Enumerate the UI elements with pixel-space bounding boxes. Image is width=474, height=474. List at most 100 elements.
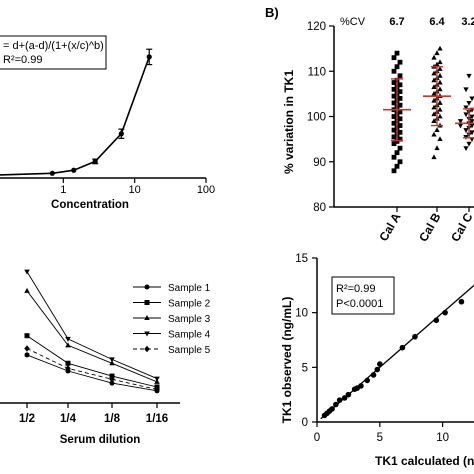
panel-b-point xyxy=(437,106,443,112)
panel-c-x-tick-label: 1/8 xyxy=(104,413,121,425)
panel-b-point xyxy=(391,168,397,174)
panel-b-point xyxy=(431,90,437,96)
panel-b-point xyxy=(466,73,472,79)
panel-d-stats-box xyxy=(331,276,395,315)
panel-a-standard-curve: 1 10 100 Concentration = d+(a-d)/(1+(x/c)^… xyxy=(0,35,215,211)
panel-b-point xyxy=(437,100,443,105)
panel-b-point xyxy=(457,119,464,124)
panel-b-point xyxy=(397,89,403,95)
panel-d-r-squared: R²=0.99 xyxy=(336,283,375,295)
panel-c-x-ticks: 1/2 1/4 1/8 1/16 xyxy=(19,403,168,425)
panel-b-point xyxy=(397,116,403,122)
panel-d-point xyxy=(336,397,343,403)
panel-b-point xyxy=(469,130,474,136)
panel-a-equation: = d+(a-d)/(1+(x/c)^b) xyxy=(3,40,104,52)
panel-b-cv-value: 6.7 xyxy=(389,16,404,28)
panel-d-point xyxy=(364,377,371,384)
panel-b-point xyxy=(391,120,397,126)
panel-a-r-squared: R²=0.99 xyxy=(3,54,42,66)
panel-d-point xyxy=(412,333,418,340)
panel-d-p-value: P<0.0001 xyxy=(336,298,383,310)
panel-b-cv-values: 6.7 6.4 3.2 xyxy=(389,16,474,28)
panel-b-point xyxy=(431,111,437,117)
panel-a-data-points xyxy=(49,48,153,176)
panel-b-point xyxy=(463,105,469,111)
panel-c-x-tick-label: 1/4 xyxy=(60,413,77,425)
panel-d-x-tick-label: 5 xyxy=(377,432,383,444)
panel-c-point xyxy=(154,376,160,382)
panel-b-point xyxy=(463,87,469,93)
panel-a-x-label: Concentration xyxy=(51,199,129,211)
panel-a-fitted-curve xyxy=(0,56,150,176)
panel-c-series-line xyxy=(26,348,158,390)
panel-b-point xyxy=(391,80,397,85)
panel-d-point xyxy=(358,383,364,389)
panel-c-point xyxy=(65,365,71,372)
panel-c-x-tick-label: 1/16 xyxy=(146,413,168,425)
panel-d-x-tick-label: 10 xyxy=(436,432,449,444)
panel-b-point xyxy=(394,64,400,70)
panel-b-cv-value: 6.4 xyxy=(429,16,445,28)
panel-a-point xyxy=(146,54,152,60)
panel-b-point xyxy=(397,102,403,108)
panel-b-point xyxy=(397,82,403,88)
panel-d-correlation: TK1 observed (ng/mL) 0 5 10 15 0 5 10 TK1 cal… xyxy=(280,253,474,468)
panel-b-point xyxy=(394,150,400,156)
panel-c-legend-marker xyxy=(144,331,150,337)
panel-d-x-ticks: 0 5 10 xyxy=(314,422,449,444)
panel-d-point xyxy=(458,298,465,305)
panel-b-point xyxy=(466,101,472,106)
panel-b-category-labels: Cal A Cal B Cal C xyxy=(376,207,474,244)
panel-b-point xyxy=(437,66,443,71)
panel-b-point xyxy=(397,73,403,79)
panel-c-point xyxy=(24,287,30,293)
panel-c-point xyxy=(154,386,160,393)
panel-c-legend-marker xyxy=(144,284,150,290)
panel-b-point xyxy=(391,127,397,133)
panel-b-y-ticks: 80 90 100 110 120 xyxy=(307,21,334,214)
panel-d-y-label: TK1 observed (ng/mL) xyxy=(280,297,294,424)
panel-d-y-ticks: 0 5 10 15 xyxy=(295,253,317,429)
panel-b-point xyxy=(469,96,474,102)
panel-b-category-label: Cal B xyxy=(416,210,444,244)
panel-a-point xyxy=(49,170,55,176)
panel-b-point xyxy=(469,114,474,120)
panel-d-point xyxy=(341,395,348,401)
panel-b-point xyxy=(391,86,397,92)
panel-b-point xyxy=(437,79,443,85)
panel-b-point xyxy=(469,123,474,129)
panel-c-point xyxy=(24,333,30,339)
panel-b-point xyxy=(397,159,403,165)
panel-b-point xyxy=(466,141,472,147)
panel-c-point xyxy=(109,357,115,363)
panel-b-point xyxy=(397,59,403,65)
panel-d-x-label: TK1 calculated (ng xyxy=(375,454,474,468)
panel-b-point xyxy=(437,113,443,119)
panel-b-point xyxy=(434,145,440,151)
panel-b-point xyxy=(431,84,437,90)
panel-c-legend-label: Sample 5 xyxy=(168,345,211,356)
panel-b-point xyxy=(394,50,400,56)
panel-d-y-tick-label: 10 xyxy=(295,308,308,320)
panel-d-point xyxy=(333,401,339,408)
panel-b-point xyxy=(431,131,437,137)
panel-b-point xyxy=(394,138,400,144)
panel-b-point xyxy=(431,154,437,160)
panel-a-point xyxy=(118,131,124,137)
panel-d-point xyxy=(377,361,383,367)
panel-d-y-tick-label: 5 xyxy=(302,362,308,374)
panel-c-point xyxy=(65,342,71,348)
panel-b-point xyxy=(397,123,403,128)
panel-b-y-tick-label: 110 xyxy=(308,66,326,78)
panel-b-category-label: Cal A xyxy=(376,210,403,243)
panel-a-x-tick-label: 10 xyxy=(129,184,141,196)
panel-c-series-line xyxy=(26,290,158,383)
panel-b-point xyxy=(431,54,437,60)
panel-d-point xyxy=(329,406,335,412)
panel-c-point xyxy=(65,360,71,366)
panel-a-x-ticks: 1 10 100 xyxy=(60,178,215,196)
panel-b-point xyxy=(437,59,443,65)
panel-b-label: B) xyxy=(265,5,279,20)
panel-c-legend-label: Sample 1 xyxy=(168,283,211,294)
